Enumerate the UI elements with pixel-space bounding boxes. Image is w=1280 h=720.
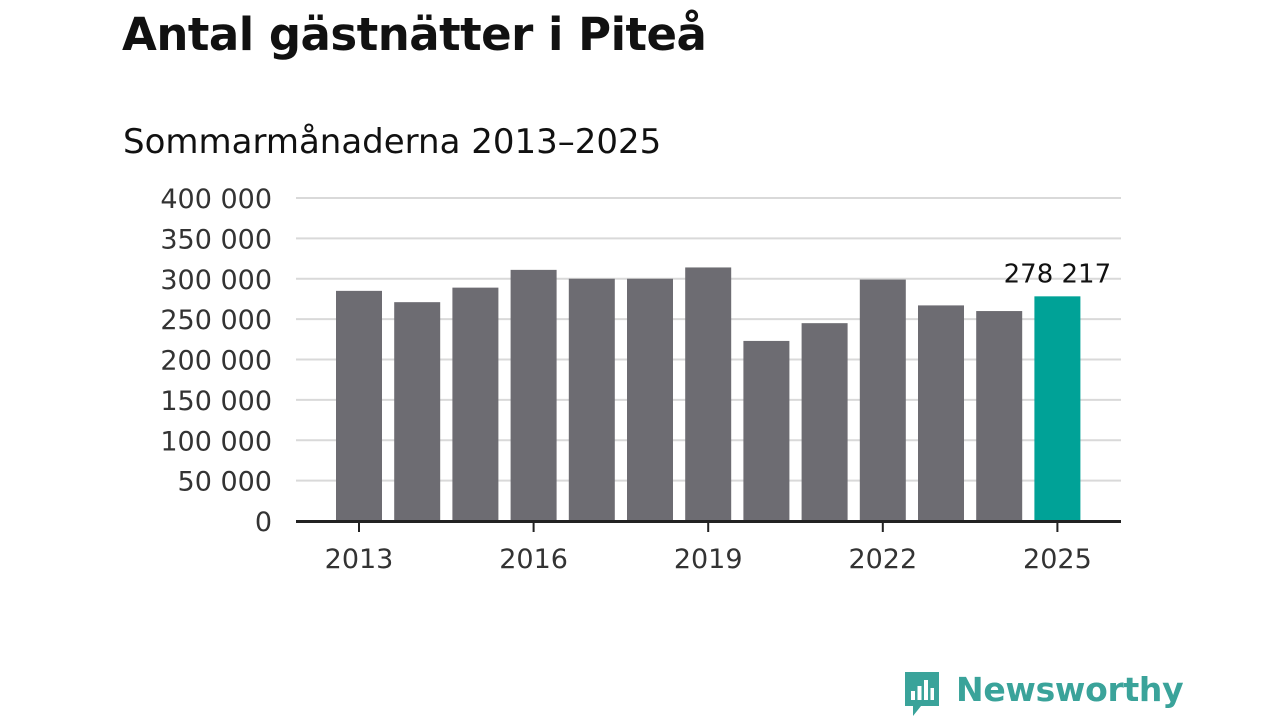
bar-2022 xyxy=(859,279,906,521)
bar-2015 xyxy=(452,287,499,521)
y-tick-label: 250 000 xyxy=(160,305,272,336)
x-tick-label: 2019 xyxy=(674,544,743,575)
x-tick-label: 2022 xyxy=(848,544,917,575)
bar-2016 xyxy=(510,269,557,521)
y-tick-label: 50 000 xyxy=(178,467,272,498)
newsworthy-logo-icon xyxy=(905,672,939,716)
x-tick-label: 2016 xyxy=(499,544,568,575)
bar-2013 xyxy=(336,290,382,521)
y-tick-label: 0 xyxy=(255,507,272,538)
bar-chart: 0 50 000 100 000 150 000 200 000 250 000 300 0… xyxy=(160,184,1121,575)
y-tick-label: 350 000 xyxy=(160,224,272,255)
y-tick-label: 200 000 xyxy=(160,346,272,377)
bar-2023 xyxy=(918,305,964,521)
y-tick-label: 300 000 xyxy=(160,265,272,296)
x-tick-label: 2025 xyxy=(1023,544,1092,575)
bar-2017 xyxy=(568,278,615,521)
data-label-2025: 278 217 xyxy=(1004,259,1112,289)
brand-name: Newsworthy xyxy=(956,669,1184,709)
bar-2019 xyxy=(685,267,732,521)
x-tick-label: 2013 xyxy=(325,544,394,575)
bar-2014 xyxy=(394,302,441,521)
y-tick-label: 150 000 xyxy=(160,386,272,417)
y-tick-label: 100 000 xyxy=(160,426,272,457)
newsworthy-brand: Newsworthy xyxy=(902,668,1184,720)
bar-2025 xyxy=(1034,296,1081,521)
chart-subtitle: Sommarmånaderna 2013–2025 xyxy=(123,122,662,162)
y-tick-label: 400 000 xyxy=(160,184,272,215)
bar-2024 xyxy=(976,311,1023,521)
bar-2020 xyxy=(743,340,790,521)
chart-title: Antal gästnätter i Piteå xyxy=(122,8,707,61)
bar-2021 xyxy=(801,323,848,521)
bar-2018 xyxy=(627,278,673,521)
